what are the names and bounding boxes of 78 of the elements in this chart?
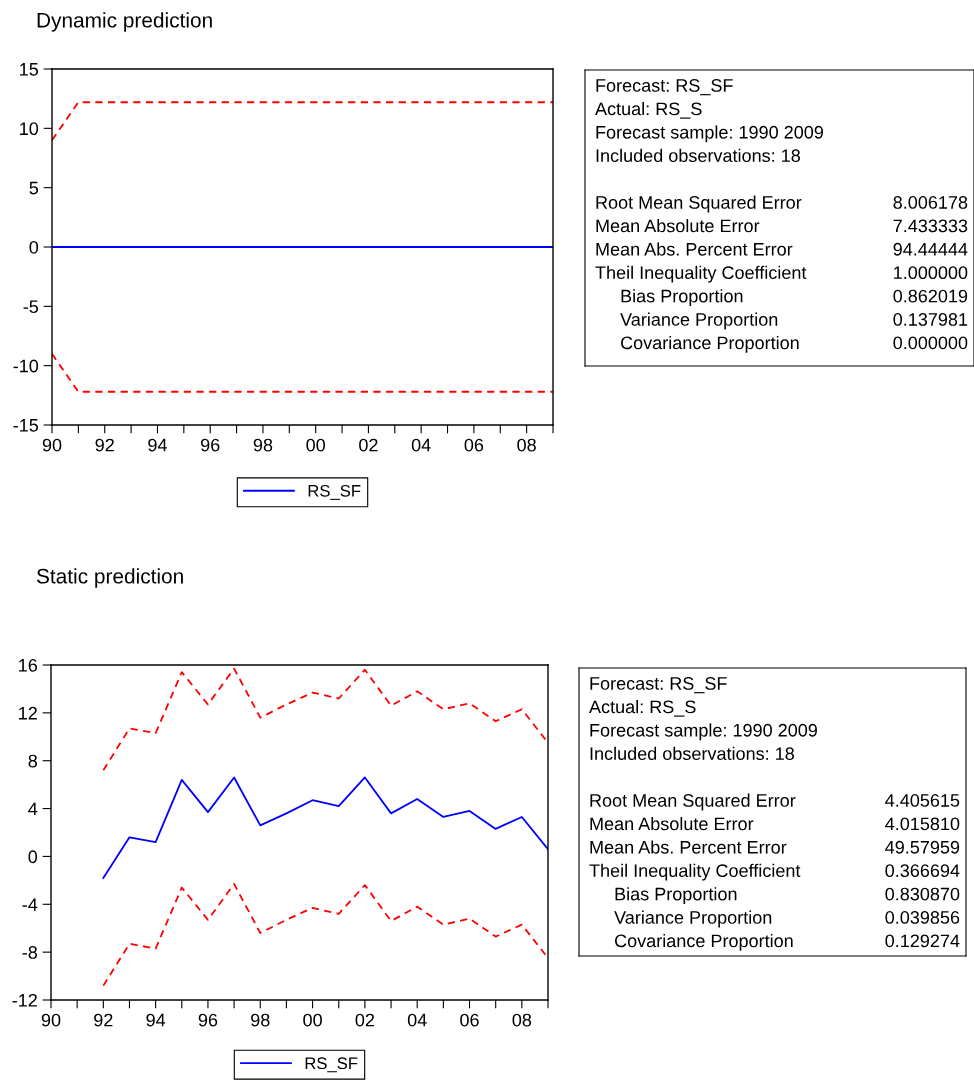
chart-title: Dynamic prediction [37,12,212,32]
line-series [102,667,548,772]
x-tick-label: 90 [41,1013,61,1027]
x-tick-label: 06 [460,1013,479,1027]
y-tick-label: 12 [19,706,37,720]
x-tick-label: 02 [355,1013,375,1027]
x-tick-label: 06 [464,438,484,452]
category-label: Variance Proportion [614,910,772,928]
text: 49.57959 [885,840,960,854]
text: Actual: RS_S [595,101,702,119]
text: 7.433333 [893,219,968,233]
category-label: Theil Inequality Coefficient [595,265,807,283]
y-tick-label: 0 [28,850,38,864]
y-tick-label: -15 [13,419,39,432]
y-tick-label: 0 [29,240,39,254]
x-tick-label: 02 [359,438,378,452]
category-label: Bias Proportion [615,887,737,905]
y-tick-label: -10 [13,359,39,373]
text: 0.129274 [885,934,960,948]
category-label: Covariance Proportion [615,933,793,951]
text: Forecast: RS_SF [590,677,727,694]
y-tick-label: 16 [19,658,38,672]
category-label: Variance Proportion [620,312,778,330]
x-tick-label: 96 [198,1013,218,1027]
y-tick-label: -5 [23,300,39,314]
category-label: Mean Abs. Percent Error [596,242,793,256]
x-tick-label: 98 [253,438,273,452]
legend-label: RS_SF [308,484,361,500]
y-tick-label: 5 [29,181,39,195]
x-tick-label: 94 [146,1013,166,1027]
y-tick-label: -12 [12,993,37,1007]
text: Included observations: 18 [596,148,800,163]
category-label: Bias Proportion [621,289,743,307]
x-tick-label: 08 [512,1013,532,1027]
category-label: Mean Absolute Error [596,218,760,233]
y-tick-label: 8 [28,754,38,768]
x-tick-label: 04 [407,1013,427,1027]
x-tick-label: 08 [517,438,536,452]
category-label: Root Mean Squared Error [590,793,796,811]
text: 8.006178 [893,196,968,209]
y-tick-label: -8 [22,946,38,959]
x-tick-label: 94 [148,438,167,452]
line-series [102,883,548,987]
text: 0.137981 [893,313,968,326]
x-tick-label: 90 [42,438,62,452]
text: 0.830870 [885,887,960,901]
x-tick-label: 92 [95,438,114,452]
y-tick-label: 15 [20,63,39,76]
text: 0.862019 [893,289,968,303]
x-tick-label: 96 [201,438,220,452]
y-tick-label: 4 [28,802,38,816]
text: Actual: RS_S [589,699,696,717]
line-series [102,776,548,879]
category-label: Root Mean Squared Error [596,195,802,213]
x-tick-label: 00 [306,438,326,452]
y-tick-label: 10 [20,122,39,136]
text: 0.000000 [893,336,968,350]
x-tick-label: 04 [411,438,431,452]
x-tick-label: 98 [251,1013,270,1027]
category-label: Mean Absolute Error [590,816,754,831]
text: 1.000000 [894,266,968,280]
chart-title: Static prediction [36,568,183,588]
category-label: Theil Inequality Coefficient [589,863,801,881]
text: Included observations: 18 [590,746,794,761]
text: 0.039856 [885,911,960,924]
text: Forecast sample: 1990 2009 [596,125,823,143]
text: 4.015810 [885,817,960,831]
category-label: Mean Abs. Percent Error [590,840,787,854]
x-tick-label: 00 [303,1013,322,1027]
text: 0.366694 [885,864,960,878]
text: 4.405615 [885,794,960,807]
x-tick-label: 92 [94,1013,113,1027]
text: Forecast: RS_SF [596,79,733,96]
text: Forecast sample: 1990 2009 [590,723,817,741]
text: 94.44444 [893,242,968,256]
legend-label: RS_SF [305,1057,358,1073]
category-label: Covariance Proportion [621,335,799,353]
y-tick-label: -4 [22,898,38,911]
